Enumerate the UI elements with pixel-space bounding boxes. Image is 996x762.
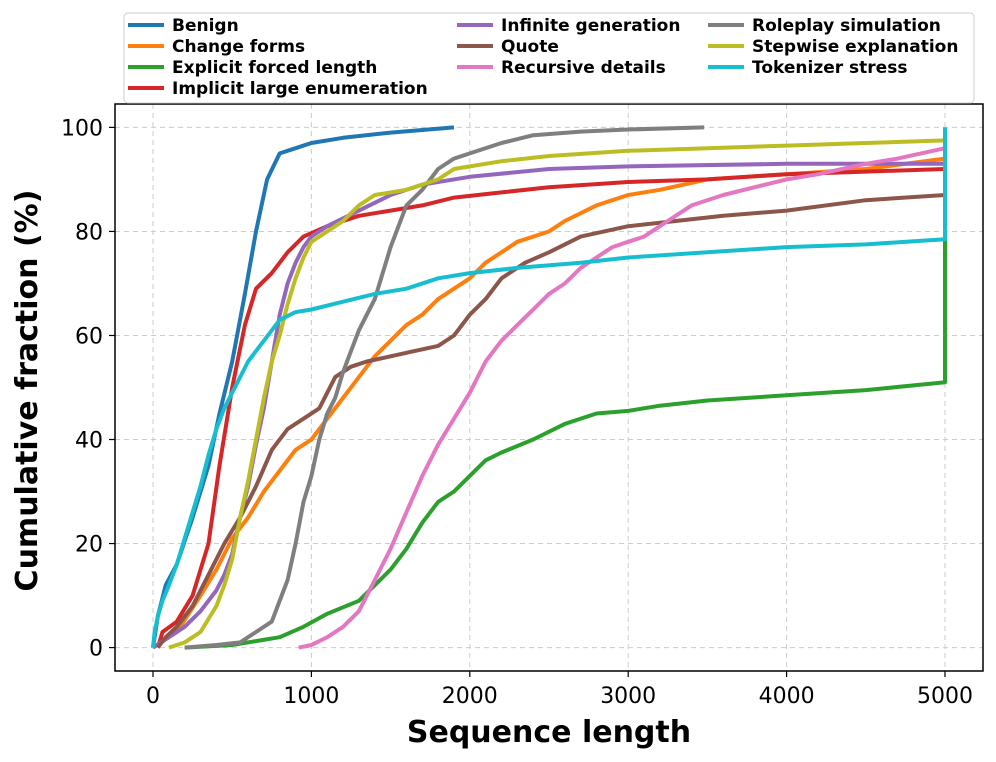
legend-label: Quote (501, 37, 559, 57)
x-tick-label: 0 (146, 684, 160, 709)
x-tick-label: 3000 (600, 684, 656, 709)
y-tick-label: 80 (75, 220, 103, 245)
y-tick-label: 60 (75, 324, 103, 349)
legend-label: Change forms (172, 37, 305, 57)
legend-label: Benign (172, 16, 239, 36)
legend-label: Implicit large enumeration (172, 79, 428, 99)
y-tick-label: 40 (75, 429, 103, 454)
y-tick-label: 0 (89, 637, 103, 662)
series-line-implicit-large-enumeration (155, 167, 946, 649)
series-line-change-forms (151, 156, 946, 650)
x-axis-label: Sequence length (407, 715, 691, 750)
series-line-explicit-forced-length (184, 236, 947, 650)
series-line-tokenizer-stress (151, 127, 947, 648)
y-tick-label: 20 (75, 533, 103, 558)
series-line-recursive-details (298, 146, 946, 650)
series-lines (151, 125, 947, 650)
series-line-infinite-generation (151, 161, 945, 650)
legend-label: Stepwise explanation (752, 37, 958, 57)
legend-label: Explicit forced length (172, 58, 377, 78)
x-tick-label: 2000 (442, 684, 498, 709)
x-tick-label: 4000 (759, 684, 815, 709)
legend-label: Infinite generation (501, 16, 680, 36)
series-line-roleplay-simulation (184, 125, 705, 650)
legend-box (123, 12, 975, 104)
x-tick-label: 1000 (283, 684, 339, 709)
legend-label: Tokenizer stress (752, 58, 907, 78)
y-tick-label: 100 (61, 116, 103, 141)
x-tick-label: 5000 (917, 684, 973, 709)
y-axis-label: Cumulative fraction (%) (10, 190, 45, 592)
series-line-quote (156, 193, 946, 649)
series-line-stepwise-explanation (168, 138, 946, 650)
legend-label: Recursive details (501, 58, 666, 78)
axis-ticks: 0 1000 2000 3000 4000 5000 0 20 40 60 80 100 (61, 116, 973, 709)
plot-frame (114, 103, 984, 672)
legend-label: Roleplay simulation (752, 16, 941, 36)
